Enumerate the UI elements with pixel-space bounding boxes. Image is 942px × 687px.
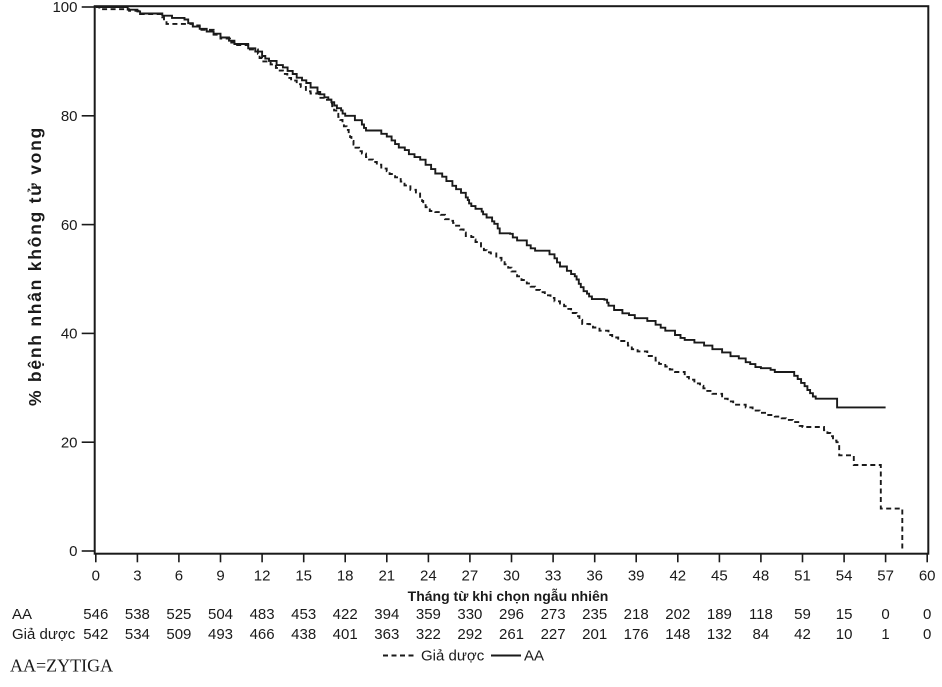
svg-text:Giả dược: Giả dược — [421, 648, 485, 665]
svg-text:100: 100 — [52, 0, 77, 16]
svg-text:27: 27 — [462, 567, 479, 584]
svg-text:12: 12 — [254, 567, 271, 584]
svg-text:0: 0 — [92, 567, 100, 584]
svg-text:9: 9 — [216, 567, 224, 584]
svg-text:525: 525 — [166, 606, 191, 623]
svg-text:189: 189 — [707, 606, 732, 623]
svg-text:292: 292 — [457, 626, 482, 643]
svg-text:509: 509 — [166, 626, 191, 643]
svg-text:504: 504 — [208, 606, 233, 623]
svg-text:18: 18 — [337, 567, 354, 584]
svg-text:483: 483 — [250, 606, 275, 623]
svg-text:1: 1 — [881, 626, 889, 643]
svg-text:0: 0 — [923, 606, 931, 623]
svg-text:546: 546 — [83, 606, 108, 623]
svg-text:15: 15 — [295, 567, 312, 584]
svg-text:438: 438 — [291, 626, 316, 643]
svg-text:453: 453 — [291, 606, 316, 623]
svg-text:59: 59 — [794, 606, 811, 623]
svg-text:296: 296 — [499, 606, 524, 623]
svg-text:30: 30 — [503, 567, 520, 584]
svg-text:0: 0 — [881, 606, 889, 623]
svg-text:363: 363 — [374, 626, 399, 643]
svg-text:542: 542 — [83, 626, 108, 643]
svg-text:330: 330 — [457, 606, 482, 623]
svg-text:57: 57 — [877, 567, 894, 584]
svg-text:% bệnh nhân không tử vong: % bệnh nhân không tử vong — [25, 126, 45, 406]
svg-text:227: 227 — [541, 626, 566, 643]
svg-text:21: 21 — [378, 567, 395, 584]
svg-text:36: 36 — [586, 567, 603, 584]
svg-text:Tháng từ khi chọn ngẫu nhiên: Tháng từ khi chọn ngẫu nhiên — [408, 588, 609, 604]
svg-text:394: 394 — [374, 606, 399, 623]
svg-text:33: 33 — [545, 567, 562, 584]
svg-text:84: 84 — [753, 626, 770, 643]
svg-text:148: 148 — [665, 626, 690, 643]
svg-text:60: 60 — [919, 567, 936, 584]
svg-text:261: 261 — [499, 626, 524, 643]
svg-text:40: 40 — [61, 326, 78, 343]
svg-text:466: 466 — [250, 626, 275, 643]
svg-text:0: 0 — [923, 626, 931, 643]
svg-text:202: 202 — [665, 606, 690, 623]
svg-text:273: 273 — [541, 606, 566, 623]
svg-text:Giả dược: Giả dược — [12, 626, 76, 643]
svg-text:45: 45 — [711, 567, 728, 584]
svg-text:538: 538 — [125, 606, 150, 623]
svg-text:48: 48 — [753, 567, 770, 584]
svg-text:80: 80 — [61, 108, 78, 125]
svg-text:534: 534 — [125, 626, 150, 643]
svg-text:10: 10 — [836, 626, 853, 643]
svg-text:401: 401 — [333, 626, 358, 643]
svg-text:54: 54 — [836, 567, 853, 584]
svg-text:6: 6 — [175, 567, 183, 584]
svg-text:322: 322 — [416, 626, 441, 643]
svg-text:176: 176 — [624, 626, 649, 643]
svg-text:132: 132 — [707, 626, 732, 643]
svg-text:201: 201 — [582, 626, 607, 643]
svg-text:24: 24 — [420, 567, 437, 584]
svg-text:39: 39 — [628, 567, 645, 584]
svg-text:218: 218 — [624, 606, 649, 623]
svg-text:AA: AA — [12, 606, 32, 623]
svg-text:60: 60 — [61, 217, 78, 234]
svg-text:AA: AA — [524, 648, 544, 665]
svg-text:15: 15 — [836, 606, 853, 623]
svg-text:AA=ZYTIGA: AA=ZYTIGA — [10, 656, 113, 676]
svg-text:118: 118 — [749, 606, 773, 623]
svg-text:493: 493 — [208, 626, 233, 643]
svg-text:235: 235 — [582, 606, 607, 623]
svg-text:422: 422 — [333, 606, 358, 623]
svg-text:3: 3 — [133, 567, 141, 584]
svg-text:42: 42 — [669, 567, 686, 584]
svg-text:0: 0 — [69, 543, 77, 560]
svg-text:51: 51 — [794, 567, 811, 584]
svg-text:359: 359 — [416, 606, 441, 623]
svg-text:42: 42 — [794, 626, 811, 643]
svg-text:20: 20 — [61, 434, 78, 451]
